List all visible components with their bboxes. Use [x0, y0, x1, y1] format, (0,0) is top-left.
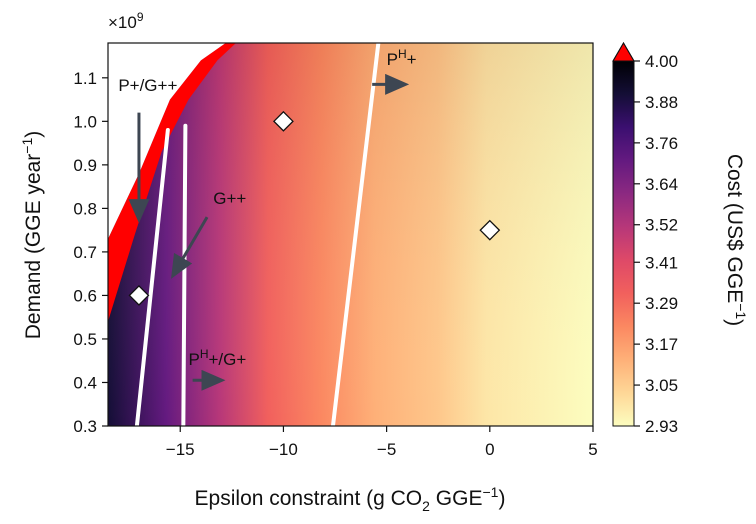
- infeasible-region: [108, 43, 236, 322]
- x-tick-label: −15: [166, 440, 195, 459]
- y-tick-label: 1.0: [73, 112, 97, 131]
- y-tick-label: 0.9: [73, 156, 97, 175]
- colorbar-tick-label: 3.76: [645, 134, 678, 153]
- colorbar-tick-label: 3.29: [645, 294, 678, 313]
- colorbar-tick-label: 3.17: [645, 335, 678, 354]
- y-tick-label: 0.3: [73, 417, 97, 436]
- colorbar-tick-label: 3.05: [645, 376, 678, 395]
- colorbar: 2.93 3.05 3.17 3.29 3.41 3.52 3.64 3.76 3.88 4.00…: [612, 42, 749, 436]
- diamond-marker: [128, 285, 150, 306]
- x-tick-label: −10: [269, 440, 298, 459]
- colorbar-tick-label: 4.00: [645, 52, 678, 71]
- diamond-marker: [273, 110, 294, 132]
- arrow-g: [171, 216, 209, 279]
- plot-area: [108, 43, 593, 426]
- diamond-markers: [128, 110, 501, 306]
- annotation-ph: PH+: [387, 47, 417, 69]
- y-tick-label: 0.5: [73, 330, 97, 349]
- annotations: P+/G++ G++ PH+ PH+/G+: [118, 47, 416, 369]
- left-white-boundary: [134, 128, 170, 426]
- blank-region: [108, 43, 226, 239]
- y-tick-label: 0.6: [73, 286, 97, 305]
- plot-frame: [107, 42, 594, 427]
- diamond-marker: [479, 219, 501, 241]
- colorbar-tick-label: 2.93: [645, 417, 678, 436]
- y-tick-label: 0.4: [73, 373, 97, 392]
- y-tick-label: 1.1: [73, 69, 97, 88]
- y-multiplier: ×109: [108, 10, 144, 32]
- annotation-ph-g: PH+/G+: [188, 347, 246, 369]
- x-axis-ticks: −15 −10 −5 0 5: [166, 426, 598, 459]
- middle-white-boundary: [181, 123, 188, 426]
- y-tick-label: 0.8: [73, 199, 97, 218]
- x-axis-title: Epsilon constraint (g CO2 GGE−1): [195, 484, 506, 514]
- annotation-g: G++: [213, 189, 246, 208]
- y-axis-ticks: 0.3 0.4 0.5 0.6 0.7 0.8 0.9 1.0 1.1: [73, 69, 108, 436]
- colorbar-tick-label: 3.52: [645, 216, 678, 235]
- colorbar-title: Cost (US$ GGE−1): [723, 154, 749, 326]
- x-tick-label: 5: [588, 440, 597, 459]
- colorbar-tick-label: 3.88: [645, 93, 678, 112]
- y-axis-title: Demand (GGE year−1): [19, 131, 45, 340]
- right-white-boundary: [330, 43, 381, 426]
- annotation-arrows: [128, 73, 410, 391]
- colorbar-extend-triangle: [612, 42, 635, 62]
- colorbar-tick-label: 3.64: [645, 175, 678, 194]
- colorbar-frame: [612, 42, 635, 427]
- y-tick-label: 0.7: [73, 243, 97, 262]
- x-tick-label: −5: [377, 440, 396, 459]
- colorbar-gradient: [613, 61, 634, 426]
- x-tick-label: 0: [485, 440, 494, 459]
- heatmap-shade: [108, 43, 593, 426]
- colorbar-tick-label: 3.41: [645, 253, 678, 272]
- annotation-p-g: P+/G++: [118, 76, 177, 95]
- colorbar-ticks: 2.93 3.05 3.17 3.29 3.41 3.52 3.64 3.76 3.88 4.00: [634, 52, 678, 436]
